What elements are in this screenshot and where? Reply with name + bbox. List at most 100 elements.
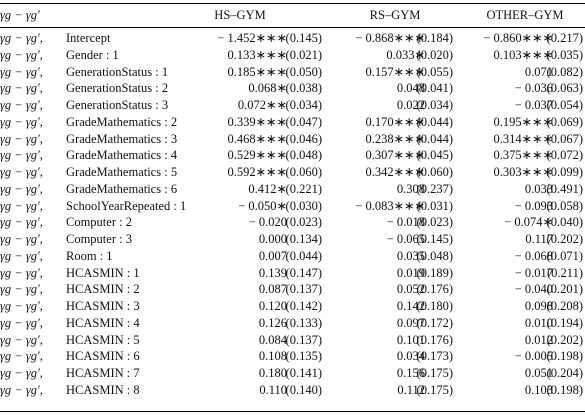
estimate: 0.133∗∗∗ [227, 47, 287, 62]
std-error: (0.175) [416, 366, 453, 380]
std-error: (0.172) [416, 315, 453, 330]
std-error: (0.044) [416, 114, 453, 129]
estimate: 0.238∗∗∗ [365, 131, 425, 146]
estimate: 0.019 [396, 265, 425, 280]
std-error: (0.198) [546, 382, 583, 397]
estimate: 0.103∗∗∗ [493, 47, 553, 62]
std-error: (0.072) [546, 148, 583, 163]
std-error: (0.063) [546, 81, 583, 96]
row-prefix: γg − γg′, [0, 232, 43, 246]
row-label: Computer : 2 [66, 215, 132, 230]
estimate: 0.022 [396, 98, 425, 112]
std-error: (0.055) [416, 64, 453, 79]
std-error: (0.071) [546, 248, 583, 263]
estimate: 0.156 [396, 366, 425, 380]
row-label: SchoolYearRepeated : 1 [66, 198, 187, 213]
estimate: 0.157∗∗∗ [365, 64, 425, 79]
row-prefix: γg − γg′, [0, 31, 43, 45]
std-error: (0.176) [416, 332, 453, 347]
row-prefix: γg − γg′, [0, 198, 43, 213]
row-label: GradeMathematics : 5 [66, 165, 178, 179]
std-error: (0.145) [285, 31, 322, 45]
estimate: 0.412∗ [248, 181, 287, 196]
std-error: (0.050) [285, 64, 322, 79]
std-error: (0.173) [416, 349, 453, 364]
std-error: (0.180) [416, 299, 453, 313]
estimate: 0.342∗∗∗ [365, 165, 425, 179]
estimate: 0.087 [258, 282, 287, 297]
estimate: 0.048 [396, 81, 425, 96]
estimate: 0.139 [258, 265, 287, 280]
std-error: (0.189) [416, 265, 453, 280]
row-label: HCASMIN : 7 [66, 366, 140, 380]
row-label: GenerationStatus : 1 [66, 64, 169, 79]
row-label: GenerationStatus : 2 [66, 81, 169, 96]
std-error: (0.201) [546, 282, 583, 297]
std-error: (0.137) [285, 282, 322, 297]
std-error: (0.202) [546, 332, 583, 347]
std-error: (0.021) [285, 47, 322, 62]
top-rule [0, 3, 585, 4]
row-label: HCASMIN : 3 [66, 299, 140, 313]
std-error: (0.491) [546, 181, 583, 196]
estimate: 0.112 [397, 382, 425, 397]
estimate: − 0.868∗∗∗ [355, 31, 425, 45]
estimate: 0.185∗∗∗ [227, 64, 287, 79]
estimate: 0.120 [258, 299, 287, 313]
estimate: − 0.074∗ [504, 215, 553, 230]
row-prefix: γg − γg′, [0, 382, 43, 397]
estimate: 0.068∗ [248, 81, 287, 96]
row-prefix: γg − γg′, [0, 332, 43, 347]
std-error: (0.048) [285, 148, 322, 163]
row-label: GradeMathematics : 2 [66, 114, 178, 129]
row-label: HCASMIN : 5 [66, 332, 140, 347]
std-error: (0.060) [285, 165, 322, 179]
estimate: 0.097 [396, 315, 425, 330]
estimate: − 0.017 [514, 265, 553, 280]
std-error: (0.194) [546, 315, 583, 330]
row-prefix: γg − γg′, [0, 282, 43, 297]
std-error: (0.184) [416, 31, 453, 45]
estimate: 0.529∗∗∗ [227, 148, 287, 163]
std-error: (0.044) [285, 248, 322, 263]
row-prefix: γg − γg′, [0, 315, 43, 330]
estimate: − 0.036 [514, 81, 553, 96]
estimate: 0.592∗∗∗ [227, 165, 287, 179]
row-prefix: γg − γg′, [0, 248, 43, 263]
row-label: Room : 1 [66, 248, 113, 263]
column-header: RS–GYM [369, 8, 421, 22]
bottom-rule [0, 411, 585, 412]
estimate: 0.007 [258, 248, 287, 263]
estimate: − 0.018 [386, 215, 425, 230]
std-error: (0.134) [285, 232, 322, 246]
std-error: (0.082) [546, 64, 583, 79]
estimate: 0.180 [258, 366, 287, 380]
estimate: 0.071 [524, 64, 553, 79]
std-error: (0.023) [285, 215, 322, 230]
row-label: HCASMIN : 8 [66, 382, 140, 397]
estimate: − 0.040 [514, 282, 553, 297]
estimate: 0.034 [396, 349, 425, 364]
estimate: 0.098 [524, 299, 553, 313]
estimate: 0.339∗∗∗ [227, 114, 287, 129]
estimate: 0.051 [524, 366, 553, 380]
row-prefix: γg − γg′, [0, 265, 43, 280]
estimate: − 1.452∗∗∗ [217, 31, 287, 45]
estimate: 0.012 [524, 332, 553, 347]
row-label: HCASMIN : 6 [66, 349, 140, 364]
estimate: 0.072∗∗ [237, 98, 287, 112]
row-label: GradeMathematics : 6 [66, 181, 178, 196]
std-error: (0.047) [285, 114, 322, 129]
row-prefix: γg − γg′, [0, 148, 43, 163]
estimate: 0.468∗∗∗ [227, 131, 287, 146]
std-error: (0.035) [546, 47, 583, 62]
row-label: GradeMathematics : 4 [66, 148, 178, 163]
estimate: 0.000 [258, 232, 287, 246]
header-rule [0, 27, 585, 28]
std-error: (0.211) [547, 265, 583, 280]
std-error: (0.237) [416, 181, 453, 196]
estimate: 0.314∗∗∗ [493, 131, 553, 146]
estimate: 0.170∗∗∗ [365, 114, 425, 129]
estimate: 0.195∗∗∗ [493, 114, 553, 129]
estimate: 0.033 [524, 181, 553, 196]
